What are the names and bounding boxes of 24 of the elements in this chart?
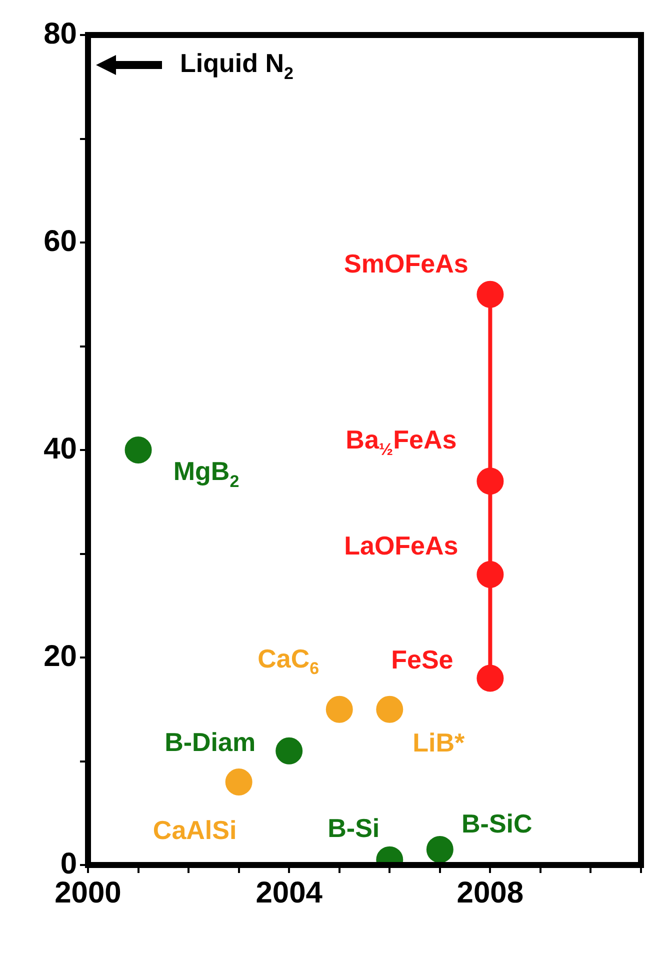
annotation: B-SiC [462,808,533,839]
annotation: SmOFeAs [344,248,468,279]
annotation: B-Diam [164,727,256,758]
annotation: CaAlSi [152,815,237,846]
y-tick-label: 60 [44,224,77,258]
point [476,468,504,495]
point [225,768,252,796]
point [376,696,404,723]
annotation: LaOFeAs [344,530,458,561]
point [276,737,303,764]
point [476,280,504,308]
point [476,561,504,588]
annotation: FeSe [391,644,454,674]
x-tick-label: 2008 [456,876,524,910]
point [426,836,454,863]
y-tick-label: 20 [44,640,77,673]
y-tick-label: 40 [44,432,77,466]
point [124,436,152,464]
point [476,664,504,692]
annotation: B-Si [328,812,380,843]
annotation: LiB* [412,728,466,758]
x-tick-label: 2004 [256,876,323,910]
point [326,696,353,723]
y-tick-label: 80 [44,17,77,50]
